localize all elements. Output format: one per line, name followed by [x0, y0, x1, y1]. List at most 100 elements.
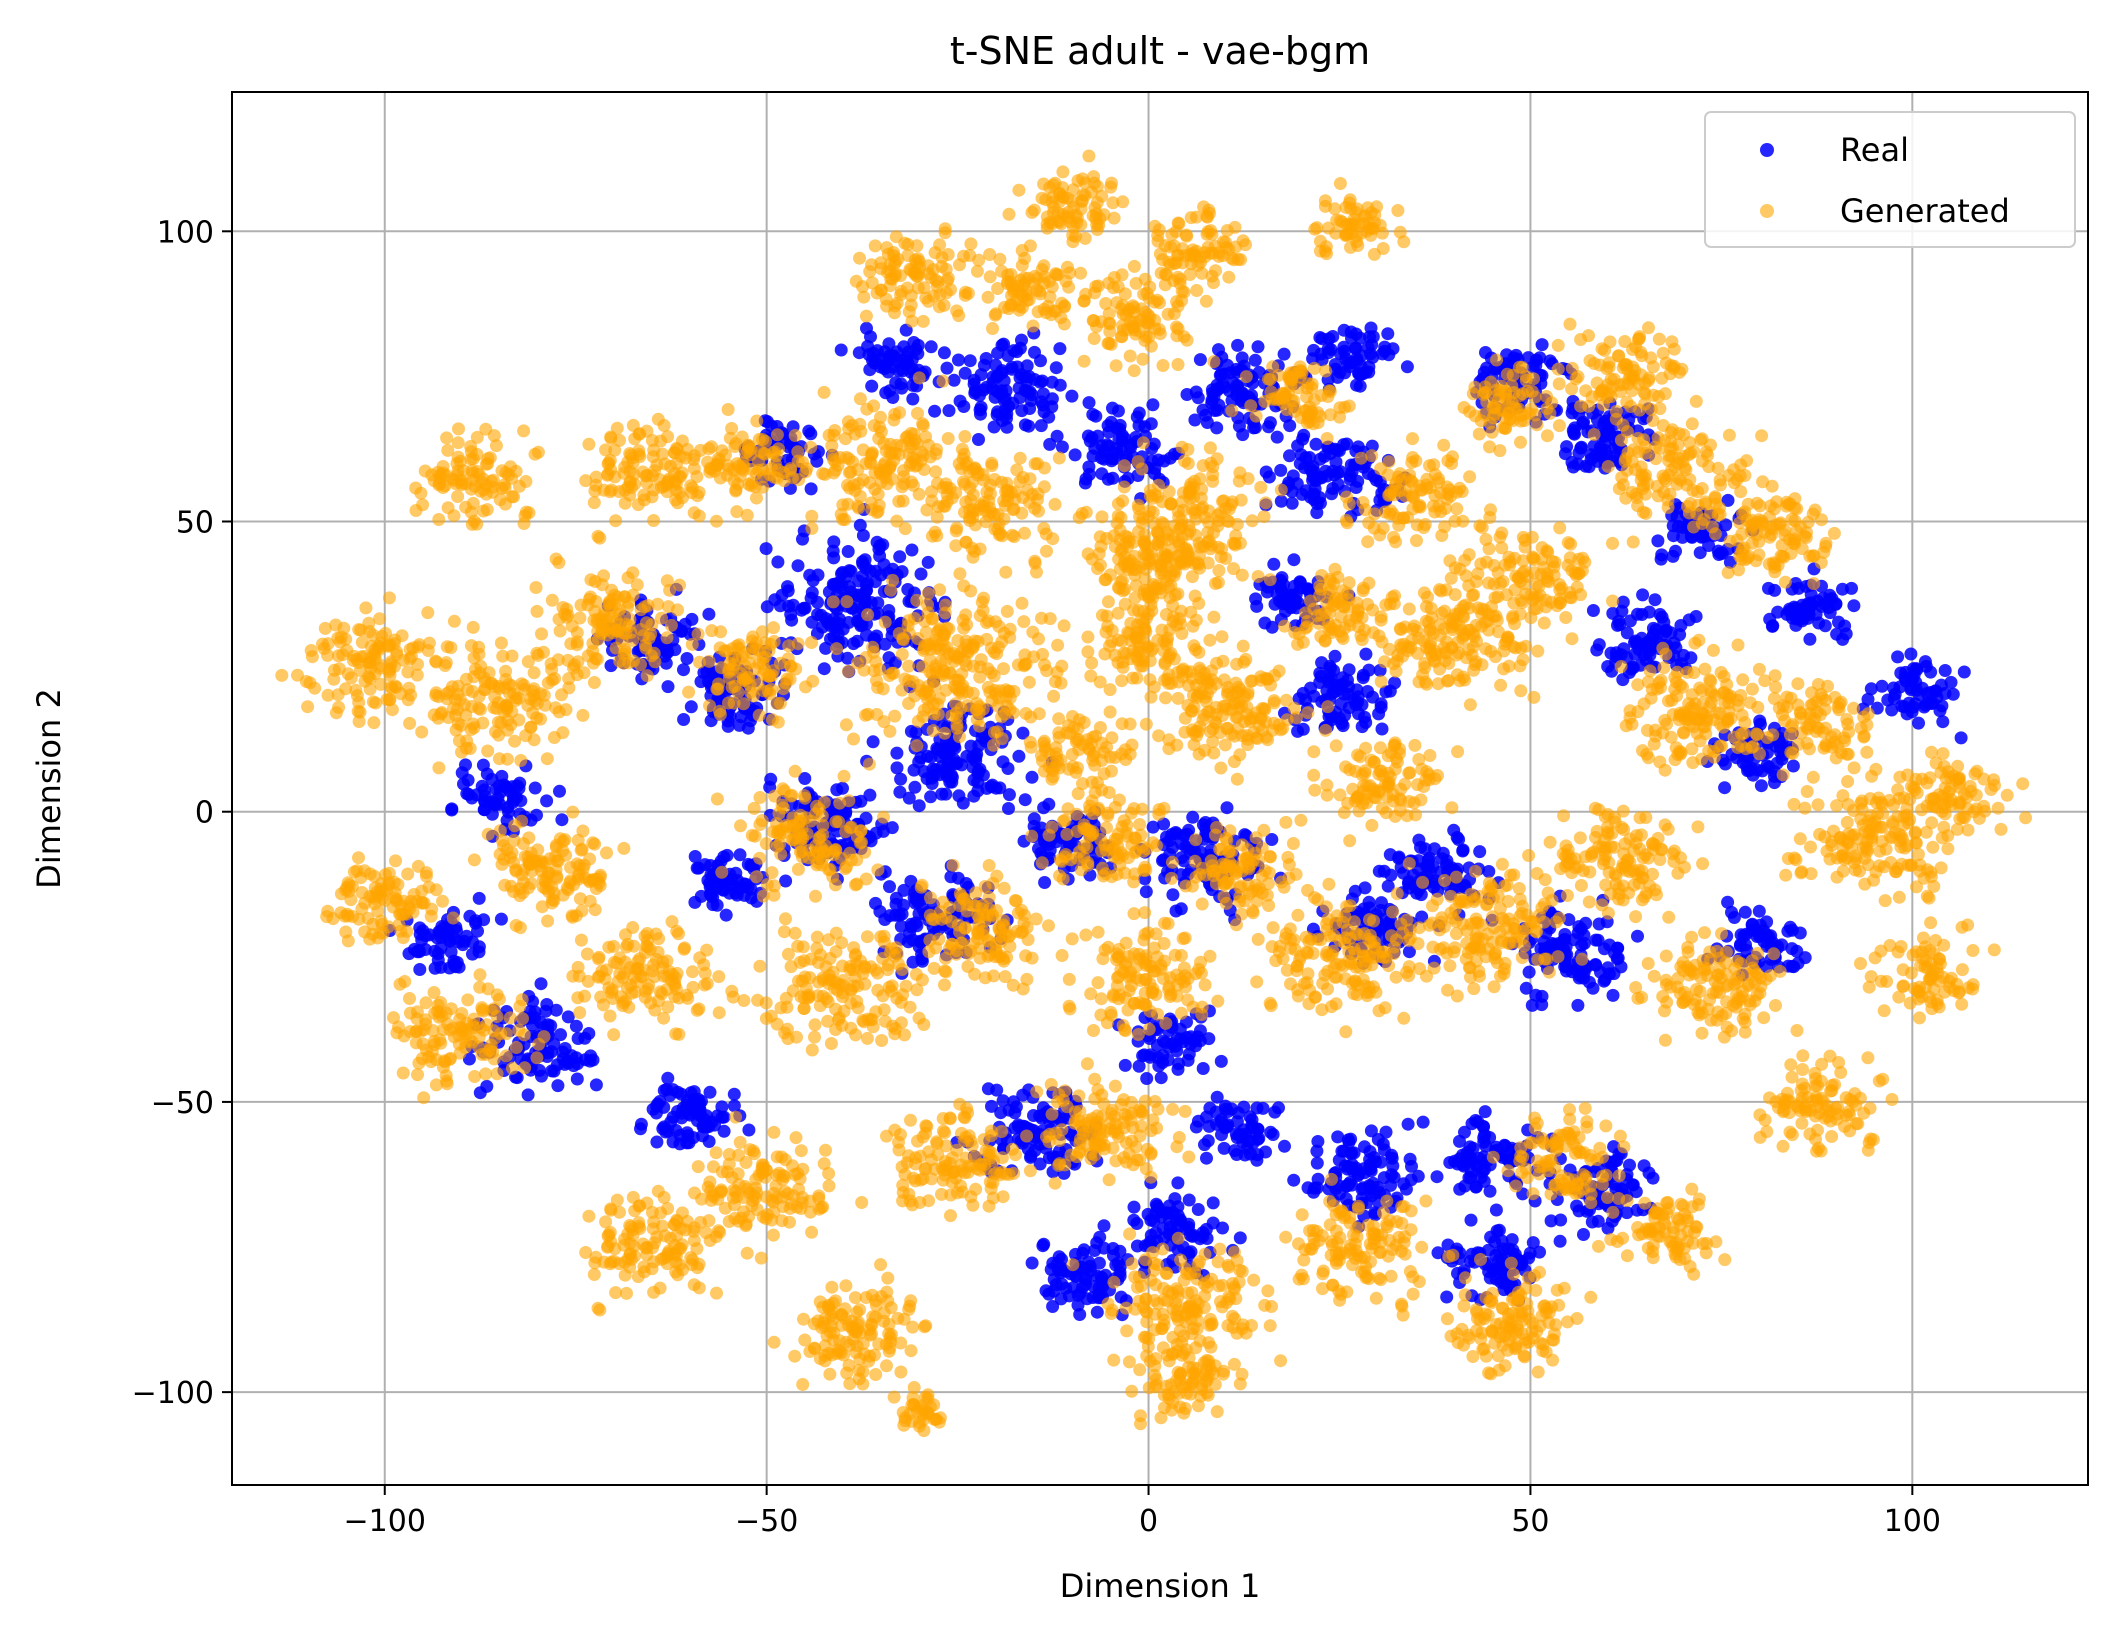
- data-point-generated: [1206, 468, 1219, 481]
- data-point-real: [1337, 341, 1350, 354]
- data-point-generated: [452, 436, 465, 449]
- data-point-generated: [1392, 471, 1405, 484]
- data-point-real: [827, 535, 840, 548]
- data-point-generated: [867, 399, 880, 412]
- data-point-real: [760, 542, 773, 555]
- data-point-generated: [470, 518, 483, 531]
- data-point-real: [1345, 326, 1358, 339]
- data-point-real: [1718, 781, 1731, 794]
- data-point-generated: [1136, 353, 1149, 366]
- data-point-generated: [913, 371, 926, 384]
- data-point-generated: [1493, 444, 1506, 457]
- data-point-generated: [1189, 529, 1202, 542]
- data-point-real: [1171, 1176, 1184, 1189]
- data-point-generated: [950, 522, 963, 535]
- data-point-real: [1372, 707, 1385, 720]
- data-point-generated: [966, 476, 979, 489]
- data-point-real: [1178, 854, 1191, 867]
- data-point-real: [1656, 611, 1669, 624]
- data-point-real: [771, 556, 784, 569]
- data-point-generated: [887, 454, 900, 467]
- data-point-real: [1443, 1156, 1456, 1169]
- data-point-real: [1789, 619, 1802, 632]
- data-point-generated: [1479, 386, 1492, 399]
- data-point-generated: [688, 506, 701, 519]
- data-point-real: [909, 897, 922, 910]
- data-point-generated: [1204, 441, 1217, 454]
- data-point-generated: [741, 509, 754, 522]
- data-point-generated: [1047, 201, 1060, 214]
- data-point-real: [1365, 322, 1378, 335]
- data-point-real: [473, 892, 486, 905]
- data-point-real: [860, 812, 873, 825]
- data-point-real: [912, 339, 925, 352]
- data-point-generated: [1319, 200, 1332, 213]
- data-point-real: [908, 781, 921, 794]
- data-point-real: [1836, 633, 1849, 646]
- data-point-real: [413, 963, 426, 976]
- data-point-generated: [841, 498, 854, 511]
- data-point-real: [1249, 354, 1262, 367]
- data-point-real: [1349, 885, 1362, 898]
- data-point-generated: [1082, 150, 1095, 163]
- data-point-generated: [722, 403, 735, 416]
- data-point-generated: [757, 470, 770, 483]
- data-point-real: [1579, 460, 1592, 473]
- data-point-generated: [771, 428, 784, 441]
- data-point-generated: [454, 455, 467, 468]
- data-point-generated: [1469, 409, 1482, 422]
- data-point-real: [1194, 353, 1207, 366]
- data-point-real: [1904, 648, 1917, 661]
- data-point-real: [1157, 1035, 1170, 1048]
- data-point-real: [1084, 435, 1097, 448]
- data-point-real: [815, 609, 828, 622]
- data-point-real: [1274, 464, 1287, 477]
- data-point-real: [1599, 973, 1612, 986]
- data-point-real: [429, 962, 442, 975]
- data-point-real: [1033, 1109, 1046, 1122]
- data-point-real: [1089, 410, 1102, 423]
- data-point-generated: [983, 248, 996, 261]
- data-point-real: [495, 913, 508, 926]
- data-point-generated: [1582, 329, 1595, 342]
- data-point-real: [1197, 404, 1210, 417]
- data-point-real: [1459, 1156, 1472, 1169]
- data-point-generated: [1217, 235, 1230, 248]
- data-point-generated: [1388, 484, 1401, 497]
- data-point-generated: [881, 266, 894, 279]
- data-point-generated: [929, 246, 942, 259]
- data-point-real: [1286, 497, 1299, 510]
- data-point-generated: [1374, 219, 1387, 232]
- data-point-generated: [1207, 355, 1220, 368]
- data-point-real: [1589, 934, 1602, 947]
- data-point-generated: [919, 430, 932, 443]
- data-point-generated: [1041, 218, 1054, 231]
- data-point-generated: [969, 518, 982, 531]
- data-point-real: [1042, 411, 1055, 424]
- data-point-generated: [1163, 485, 1176, 498]
- data-point-generated: [1642, 321, 1655, 334]
- data-point-real: [1166, 888, 1179, 901]
- data-point-generated: [1294, 371, 1307, 384]
- data-point-generated: [627, 419, 640, 432]
- data-point-real: [650, 1136, 663, 1149]
- data-point-generated: [1467, 387, 1480, 400]
- data-point-generated: [1029, 457, 1042, 470]
- data-point-real: [950, 757, 963, 770]
- data-point-generated: [865, 497, 878, 510]
- data-point-generated: [986, 322, 999, 335]
- data-point-real: [1231, 339, 1244, 352]
- data-point-real: [1271, 431, 1284, 444]
- data-point-real: [1599, 415, 1612, 428]
- data-point-generated: [929, 526, 942, 539]
- data-point-real: [661, 1072, 674, 1085]
- data-point-real: [1642, 636, 1655, 649]
- data-point-real: [1753, 905, 1766, 918]
- data-point-real: [1912, 717, 1925, 730]
- data-point-real: [1230, 1148, 1243, 1161]
- data-point-real: [1140, 1072, 1153, 1085]
- data-point-real: [1536, 990, 1549, 1003]
- data-point-generated: [1334, 177, 1347, 190]
- data-point-real: [1010, 1100, 1023, 1113]
- data-point-real: [1267, 558, 1280, 571]
